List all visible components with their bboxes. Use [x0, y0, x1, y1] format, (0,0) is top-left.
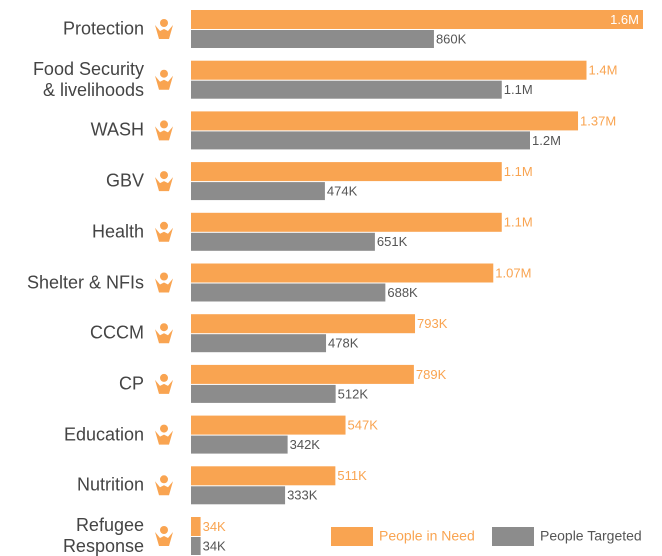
bar [191, 314, 416, 334]
legend-swatch [492, 527, 534, 546]
value-label: 1.07M [495, 265, 531, 280]
value-label: 789K [416, 367, 447, 382]
legend-label: People in Need [379, 528, 475, 544]
bar [191, 232, 375, 251]
value-label: 34K [203, 538, 226, 553]
icon [155, 25, 173, 39]
bar [191, 466, 336, 486]
icon [160, 323, 168, 332]
value-label: 474K [327, 184, 358, 199]
icon [160, 424, 168, 433]
icon [155, 430, 173, 445]
bar [191, 182, 325, 201]
bar [191, 283, 386, 302]
category-label: CP [118, 373, 144, 394]
value-label: 547K [348, 418, 379, 433]
bar [191, 263, 494, 283]
value-label: 1.37M [580, 113, 616, 128]
bar [191, 537, 201, 555]
category-label: CCCM [90, 322, 144, 343]
bar [191, 435, 288, 454]
icon [160, 171, 168, 180]
value-label: 1.6M [610, 12, 639, 27]
bar [191, 364, 414, 384]
value-label: 688K [387, 285, 418, 300]
value-label: 1.1M [504, 215, 533, 230]
category-label: Food Security & livelihoods [32, 58, 144, 100]
icon [155, 481, 173, 496]
bar [191, 212, 502, 232]
bar [191, 517, 201, 536]
icon [155, 329, 173, 344]
icon [160, 475, 168, 484]
category-label: Health [91, 221, 144, 242]
bar [191, 30, 434, 48]
category-label: Refugee Response [62, 515, 144, 556]
icon [160, 69, 168, 78]
bar [191, 415, 346, 435]
icon [155, 75, 173, 90]
value-label: 651K [377, 234, 408, 249]
icon [155, 278, 173, 293]
legend-label: People Targeted [540, 528, 642, 544]
icon [155, 177, 173, 192]
value-label: 511K [337, 468, 367, 483]
category-label: Shelter & NFIs [26, 272, 144, 292]
value-label: 34K [203, 519, 226, 534]
bar [191, 111, 579, 131]
value-label: 512K [338, 386, 369, 401]
category-label: WASH [90, 119, 144, 140]
icon [160, 526, 168, 534]
category-label: GBV [105, 170, 144, 191]
bar [191, 80, 502, 99]
value-label: 1.1M [504, 82, 533, 97]
icon [155, 227, 173, 242]
icon [160, 272, 168, 281]
value-label: 1.1M [504, 164, 533, 179]
icon [155, 532, 173, 546]
icon [155, 126, 173, 141]
bar [191, 486, 286, 505]
icon [160, 120, 168, 129]
icon [160, 373, 168, 382]
bar [191, 131, 530, 150]
icon [160, 19, 168, 27]
icon [160, 221, 168, 230]
value-label: 478K [328, 336, 359, 351]
value-label: 1.2M [532, 133, 561, 148]
value-label: 1.4M [589, 63, 618, 78]
value-label: 333K [287, 488, 318, 503]
bar [191, 60, 587, 80]
value-label: 793K [417, 316, 448, 331]
legend-swatch [331, 527, 373, 546]
bar [191, 10, 643, 29]
category-label: Protection [62, 18, 144, 39]
category-label: Nutrition [76, 474, 144, 495]
value-label: 342K [290, 437, 321, 452]
bar [191, 162, 502, 182]
bar [191, 384, 336, 403]
value-label: 860K [436, 31, 467, 46]
icon [155, 379, 173, 394]
category-label: Education [63, 424, 144, 445]
bar [191, 334, 327, 353]
